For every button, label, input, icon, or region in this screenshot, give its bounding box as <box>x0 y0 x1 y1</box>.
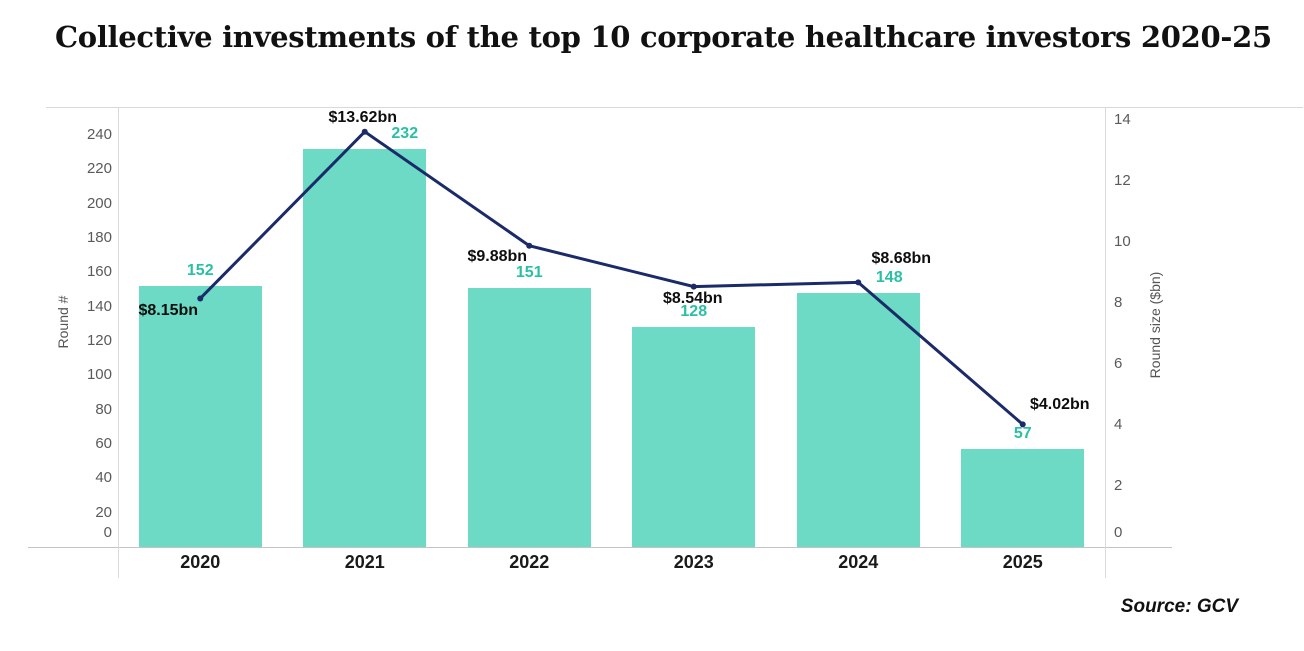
left-axis-tick-40: 40 <box>95 469 112 487</box>
left-axis-tick-0: 0 <box>103 524 112 541</box>
bar-value-label-2024: 148 <box>875 268 903 286</box>
left-axis-tick-240: 240 <box>86 125 112 143</box>
source-note: Source: GCV <box>1120 596 1238 617</box>
category-label-2021: 2021 <box>344 552 385 572</box>
right-axis-tick-4: 4 <box>1114 416 1123 434</box>
line-point-2023 <box>690 283 697 290</box>
bar-2021 <box>303 148 427 547</box>
line-point-2021 <box>361 128 368 135</box>
chart-title: Collective investments of the top 10 cor… <box>55 20 1272 54</box>
right-axis-tick-0: 0 <box>1114 524 1123 541</box>
left-axis-tick-20: 20 <box>95 503 112 521</box>
right-axis-tick-8: 8 <box>1114 294 1123 312</box>
category-label-2025: 2025 <box>1002 552 1043 572</box>
left-axis-tick-160: 160 <box>86 263 112 281</box>
right-axis-tick-12: 12 <box>1114 172 1131 190</box>
category-label-2024: 2024 <box>838 552 879 572</box>
category-label-2022: 2022 <box>509 552 550 572</box>
left-axis-tick-180: 180 <box>86 228 112 246</box>
left-axis-tick-120: 120 <box>86 331 112 349</box>
right-axis-tick-14: 14 <box>1114 111 1131 129</box>
left-axis-tick-60: 60 <box>95 434 112 452</box>
category-label-2020: 2020 <box>180 552 221 572</box>
line-value-label-2021: $13.62bn <box>328 108 397 126</box>
round-size-line-series <box>199 129 1024 426</box>
line-value-label-2025: $4.02bn <box>1029 396 1090 414</box>
bar-value-label-2025: 57 <box>1013 425 1032 443</box>
right-axis-tick-10: 10 <box>1114 233 1131 251</box>
bar-2020 <box>138 286 262 547</box>
bar-value-label-2021: 232 <box>391 124 419 142</box>
line-point-2022 <box>526 242 533 249</box>
line-value-label-2024: $8.68bn <box>871 250 932 268</box>
bar-value-label-2022: 151 <box>515 263 543 281</box>
left-axis-tick-80: 80 <box>95 400 112 418</box>
category-label-2023: 2023 <box>673 552 714 572</box>
left-axis-tick-200: 200 <box>86 194 112 212</box>
bar-value-label-2020: 152 <box>186 262 214 280</box>
left-axis-tick-140: 140 <box>86 297 112 315</box>
line-value-label-2023: $8.54bn <box>662 289 723 307</box>
right-axis-tick-2: 2 <box>1114 477 1123 495</box>
bar-value-label-2023: 128 <box>680 303 708 321</box>
left-axis-tick-100: 100 <box>86 366 112 384</box>
bar-2024 <box>796 292 920 547</box>
line-point-2024 <box>855 279 862 286</box>
line-value-label-2022: $9.88bn <box>467 247 528 265</box>
line-point-2025 <box>1019 421 1026 428</box>
line-point-2020 <box>197 295 204 302</box>
right-axis-tick-6: 6 <box>1114 355 1123 373</box>
bar-2023 <box>632 327 756 547</box>
line-value-label-2020: $8.15bn <box>138 302 199 320</box>
bar-2022 <box>467 287 591 547</box>
left-axis-tick-220: 220 <box>86 160 112 178</box>
bar-2025 <box>961 449 1085 547</box>
